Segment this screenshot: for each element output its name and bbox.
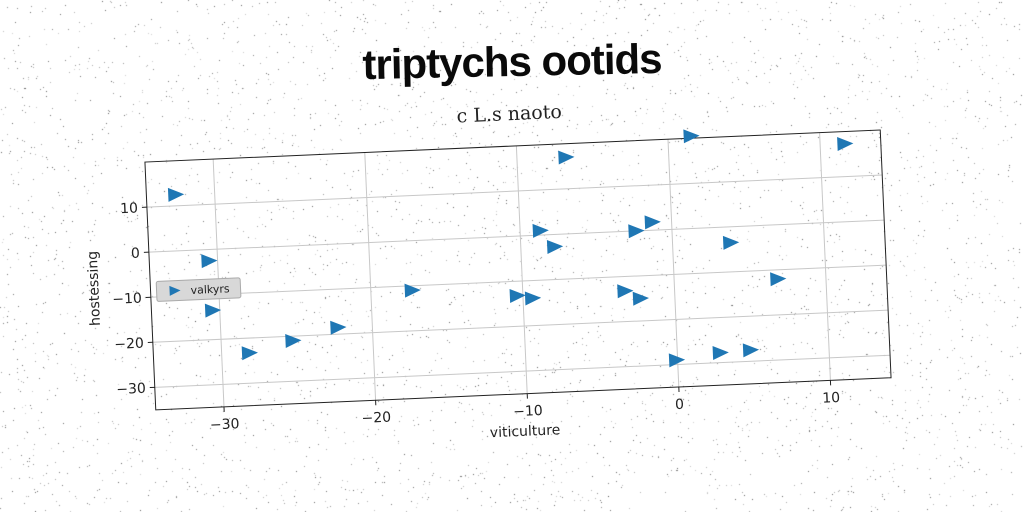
data-point <box>167 187 185 202</box>
data-point <box>204 303 222 318</box>
data-point <box>770 272 787 287</box>
y-tick-label: −30 <box>116 381 146 398</box>
x-tick-label: −30 <box>210 416 240 433</box>
data-point <box>632 291 649 306</box>
y-gridline <box>146 174 883 208</box>
x-tick-label: 0 <box>675 397 685 413</box>
data-point <box>524 291 542 306</box>
x-gridline <box>515 145 528 394</box>
y-gridline <box>150 264 887 298</box>
data-point <box>628 224 645 239</box>
data-point <box>546 239 564 254</box>
legend-box <box>155 277 242 302</box>
data-point <box>241 346 258 361</box>
data-point <box>668 353 686 368</box>
data-point <box>330 320 347 335</box>
data-point <box>558 150 575 165</box>
x-axis-label: viticulture <box>490 422 561 441</box>
data-point <box>722 235 740 250</box>
x-tick-label: −10 <box>513 403 543 420</box>
data-point <box>837 137 854 152</box>
legend-label: valkyrs <box>190 282 230 297</box>
data-point <box>617 284 634 299</box>
data-point <box>742 343 760 358</box>
chart-title: c L.s naoto <box>456 101 562 128</box>
y-gridline <box>154 354 891 388</box>
legend: valkyrs <box>155 277 242 302</box>
data-point <box>712 346 729 361</box>
y-tick-label: −10 <box>112 291 142 308</box>
data-point <box>404 283 421 298</box>
data-point <box>285 334 302 348</box>
grid <box>146 132 891 407</box>
x-gridline <box>819 132 831 381</box>
y-gridline <box>152 309 889 343</box>
legend-marker <box>169 285 181 296</box>
data-point <box>644 215 661 230</box>
data-points <box>167 129 854 368</box>
y-tick-label: −20 <box>114 336 144 353</box>
y-axis-label: hostessing <box>85 251 104 327</box>
plot-frame <box>144 129 892 411</box>
y-tick-label: 10 <box>120 201 139 218</box>
x-gridline <box>667 139 680 388</box>
axis-ticks: −30 −20 −10 0 10 −30 −20 −10 0 10 <box>112 201 841 434</box>
x-tick-label: 10 <box>822 390 841 407</box>
data-point <box>532 223 549 238</box>
x-gridline <box>364 152 377 401</box>
data-point <box>509 289 526 303</box>
y-tick-label: 0 <box>131 246 141 262</box>
x-tick-label: −20 <box>361 410 391 427</box>
y-gridline <box>148 219 885 253</box>
data-point <box>683 129 700 144</box>
data-point <box>201 254 218 269</box>
